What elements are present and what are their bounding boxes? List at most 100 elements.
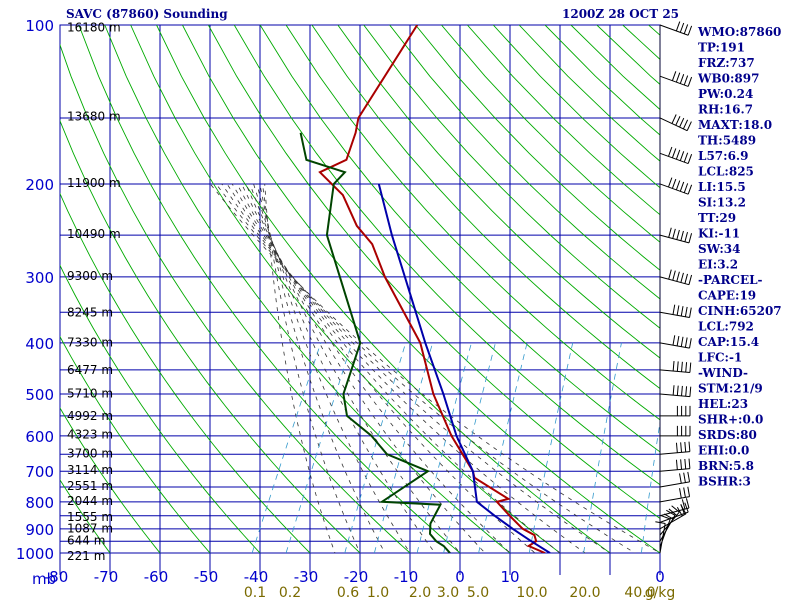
wind-barb-flag <box>687 486 691 497</box>
dry-adiabat <box>104 25 511 553</box>
wind-barb-flag <box>684 441 687 453</box>
wind-barb-flag <box>688 441 691 452</box>
dry-adiabat <box>415 25 660 271</box>
chart-time: 1200Z 28 OCT 25 <box>562 7 679 21</box>
dry-adiabat <box>207 25 660 519</box>
moist-adiabat <box>253 183 436 553</box>
height-label: 5710 m <box>67 387 113 401</box>
stability-index: LI:15.5 <box>698 180 746 194</box>
mixing-ratio-ticks: 0.1 0.2 0.6 1.0 2.0 3.0 5.0 10.0 20.0 40.0g/kg <box>244 585 675 600</box>
wind-barb-flag <box>683 75 689 86</box>
wind-barb-flag <box>672 304 676 315</box>
wind-barb-flag <box>675 21 681 32</box>
wind-barb-flag <box>676 385 679 396</box>
wind-barb-flag <box>679 181 685 192</box>
dry-adiabat <box>570 25 660 111</box>
mixing-ratio-label: 2.0 <box>409 585 431 600</box>
mixing-ratio-label: 0.6 <box>337 585 359 600</box>
height-label: 8245 m <box>67 305 113 319</box>
mixing-ratio-label: 3.0 <box>437 585 459 600</box>
wind-barb-flag <box>667 146 673 157</box>
moist-adiabat <box>259 183 386 553</box>
wind-barb-flag <box>668 227 672 238</box>
moist-adiabats <box>209 183 660 553</box>
wind-barb-flag <box>672 385 675 396</box>
wind-barb-flag <box>668 269 672 280</box>
wind-barb-flag <box>689 338 692 349</box>
pressure-tick-label: 100 <box>25 17 54 35</box>
pressure-tick-label: 500 <box>25 386 54 404</box>
temperature-tick-label: -60 <box>144 568 169 586</box>
pressure-tick-label: 300 <box>25 269 54 287</box>
wind-barb-flag <box>679 22 685 33</box>
stability-index: RH:16.7 <box>698 103 753 117</box>
temperature-tick-label: -70 <box>94 568 119 586</box>
stability-index: SI:13.2 <box>698 196 746 210</box>
wind-barb-flag <box>676 361 679 372</box>
moist-adiabat <box>215 183 636 553</box>
height-label: 221 m <box>67 549 105 563</box>
wind-barb-flag <box>684 458 687 470</box>
height-label: 11900 m <box>67 176 121 190</box>
wind-barb-flag <box>684 232 688 242</box>
wind-barb-flag <box>676 271 680 282</box>
stability-index: LFC:-1 <box>698 351 742 365</box>
dry-adiabat <box>389 25 660 300</box>
dry-adiabat <box>130 25 561 553</box>
wind-barb <box>659 511 689 523</box>
temperature-tick-label: -10 <box>394 568 419 586</box>
mixing-ratio-line <box>285 342 353 553</box>
wind-barb-flag <box>675 442 678 453</box>
wind-barb-flag <box>687 184 693 195</box>
wind-barb-flag <box>679 488 682 499</box>
height-label: 644 m <box>67 533 105 547</box>
stability-index: KI:-11 <box>698 227 740 241</box>
wind-barb-flag <box>675 180 681 191</box>
dry-adiabat <box>60 335 211 553</box>
mixing-ratio-label: 40.0 <box>624 585 655 600</box>
mixing-ratio-line <box>344 342 407 553</box>
wind-barb-flag <box>687 471 691 482</box>
height-label: 16180 m <box>67 20 121 34</box>
stability-index: CINH:65207 <box>698 304 782 318</box>
height-label: 1087 m <box>67 522 113 536</box>
wind-barb-flag <box>675 149 681 160</box>
pressure-ticks: 100 200 300 400 500 600 700 800 900 1000 <box>16 17 54 563</box>
wind-barb-flag <box>681 499 686 510</box>
temperature-tick-label: -30 <box>294 568 319 586</box>
stability-index: TH:5489 <box>698 134 756 148</box>
wind-barb <box>659 183 689 195</box>
stability-index: EI:3.2 <box>698 258 738 272</box>
height-label: 3114 m <box>67 463 113 477</box>
dry-adiabat <box>311 25 660 390</box>
wind-barb-flag <box>676 305 680 316</box>
sounding-profiles <box>299 25 551 553</box>
stability-index: WB0:897 <box>697 72 759 86</box>
wind-barb <box>659 311 690 318</box>
wind-barb <box>659 342 690 349</box>
wind-barb-flag <box>685 498 690 509</box>
moist-adiabat <box>245 183 486 553</box>
height-label: 10490 m <box>67 227 121 241</box>
pressure-tick-label: 800 <box>25 494 54 512</box>
temperature-tick-label: -40 <box>244 568 269 586</box>
wind-barb-flag <box>689 386 692 397</box>
dry-adiabat <box>60 119 361 553</box>
wind-barb-flag <box>672 335 676 346</box>
dry-adiabat <box>156 25 611 553</box>
mixing-ratio-label: 1.0 <box>367 585 389 600</box>
wind-barb-flag <box>676 335 680 346</box>
wind-barb-flag <box>671 148 677 159</box>
wind-barb-flag <box>685 362 688 373</box>
wind-barb-flag <box>680 306 684 317</box>
wind-barb-flag <box>683 24 689 34</box>
stability-index: -WIND- <box>698 366 748 380</box>
wind-barb-flag <box>687 154 693 164</box>
isotherm-grid <box>59 25 661 575</box>
wind-barb-flag <box>679 473 682 484</box>
dry-adiabat <box>60 552 61 553</box>
stability-index: TT:29 <box>698 211 736 225</box>
wind-barb-flag <box>680 336 684 347</box>
wind-barb-flag <box>684 502 689 513</box>
wind-barb-flag <box>688 458 691 469</box>
